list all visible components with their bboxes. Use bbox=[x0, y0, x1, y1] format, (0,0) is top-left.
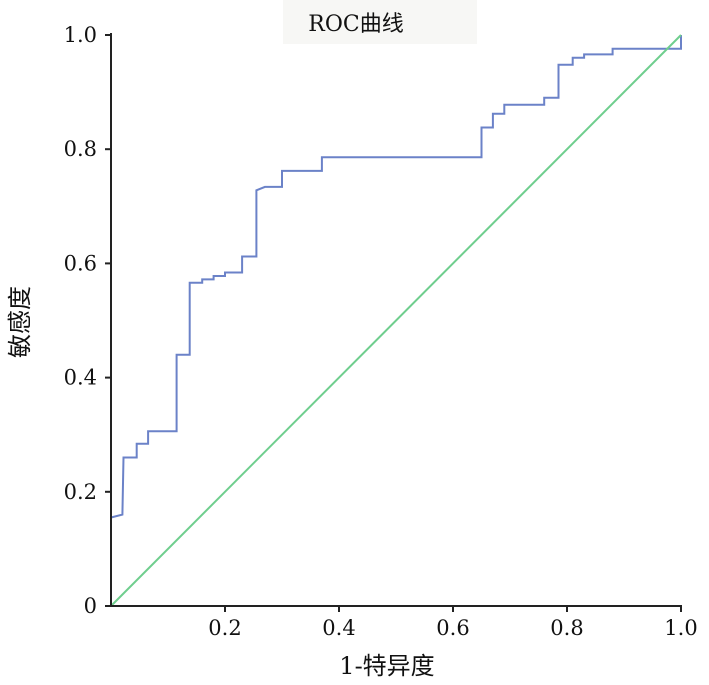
x-tick-label: 0.4 bbox=[322, 616, 355, 640]
roc-curve-line bbox=[110, 35, 682, 519]
plot-area bbox=[110, 34, 682, 607]
y-tick-label: 0.6 bbox=[64, 251, 97, 275]
y-tick-label: 0.2 bbox=[64, 480, 97, 504]
y-axis-label: 敏感度 bbox=[6, 286, 34, 358]
reference-diagonal-line bbox=[110, 34, 682, 607]
x-axis-label: 1-特异度 bbox=[339, 652, 434, 680]
y-tick-label: 0 bbox=[84, 594, 97, 618]
y-tick-label: 0.8 bbox=[64, 137, 97, 161]
x-tick-label: 1.0 bbox=[664, 616, 697, 640]
x-tick-label: 0.2 bbox=[208, 616, 241, 640]
x-tick-label: 0.6 bbox=[436, 616, 469, 640]
y-tick-label: 1.0 bbox=[64, 23, 97, 47]
x-tick-label: 0.8 bbox=[550, 616, 583, 640]
chart-title: ROC曲线 bbox=[308, 12, 403, 37]
axes: 0 0.2 0.4 0.6 0.8 1.0 0.2 0.4 0.6 0.8 1.0 bbox=[64, 23, 698, 640]
title-background bbox=[283, 0, 477, 44]
y-tick-label: 0.4 bbox=[64, 366, 97, 390]
